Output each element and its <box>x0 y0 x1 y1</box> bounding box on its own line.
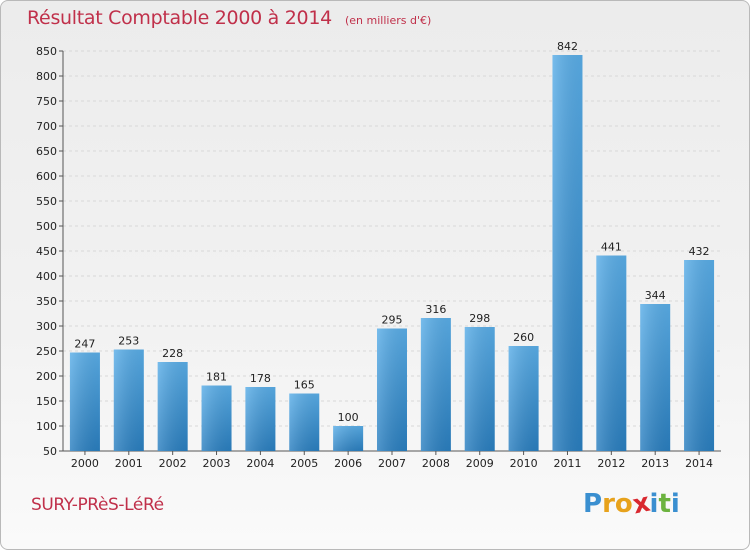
bar-value-label: 298 <box>469 312 490 325</box>
bar-value-label: 316 <box>425 303 446 316</box>
y-tick-label: 300 <box>36 320 57 333</box>
bar-shade <box>113 349 144 451</box>
bar-shade <box>640 304 671 451</box>
y-tick-label: 400 <box>36 270 57 283</box>
bar-shade <box>508 346 539 451</box>
x-tick-label: 2013 <box>641 457 669 470</box>
bar-value-label: 441 <box>601 241 622 254</box>
bar-value-label: 100 <box>338 411 359 424</box>
x-tick-label: 2007 <box>378 457 406 470</box>
bar-shade <box>420 318 451 451</box>
y-tick-label: 450 <box>36 245 57 258</box>
logo-letter: i <box>670 489 680 519</box>
bar-shade <box>684 260 715 451</box>
x-tick-label: 2003 <box>203 457 231 470</box>
bar-shade <box>596 255 627 451</box>
x-tick-label: 2006 <box>334 457 362 470</box>
y-tick-label: 650 <box>36 145 57 158</box>
y-tick-label: 350 <box>36 295 57 308</box>
x-tick-label: 2014 <box>685 457 713 470</box>
bar-shade <box>377 328 407 451</box>
x-tick-label: 2004 <box>246 457 274 470</box>
x-tick-label: 2005 <box>290 457 318 470</box>
y-tick-label: 600 <box>36 170 57 183</box>
chart-title-block: Résultat Comptable 2000 à 2014 (en milli… <box>27 7 431 29</box>
y-tick-label: 100 <box>36 420 57 433</box>
x-tick-label: 2010 <box>510 457 538 470</box>
x-tick-label: 2009 <box>466 457 494 470</box>
logo-letter: i <box>649 489 659 519</box>
y-tick-label: 550 <box>36 195 57 208</box>
bar-value-label: 178 <box>250 372 271 385</box>
logo-letter: P <box>583 489 603 519</box>
bar-value-label: 432 <box>689 245 710 258</box>
y-tick-label: 800 <box>36 70 57 83</box>
chart-subtitle: (en milliers d'€) <box>344 14 432 27</box>
logo-letter: t <box>658 489 671 519</box>
x-tick-label: 2002 <box>159 457 187 470</box>
y-tick-label: 700 <box>36 120 57 133</box>
y-tick-label: 50 <box>43 445 57 458</box>
x-tick-label: 2000 <box>71 457 99 470</box>
y-tick-label: 200 <box>36 370 57 383</box>
x-tick-label: 2011 <box>553 457 581 470</box>
y-tick-label: 500 <box>36 220 57 233</box>
bar-shade <box>333 426 364 451</box>
x-tick-label: 2012 <box>597 457 625 470</box>
x-tick-label: 2008 <box>422 457 450 470</box>
bar-value-label: 247 <box>74 338 95 351</box>
bar-layer <box>69 55 715 451</box>
bar-value-label: 260 <box>513 331 534 344</box>
bar-value-label: 295 <box>382 314 403 327</box>
logo-letter: o <box>614 489 633 519</box>
y-tick-label: 250 <box>36 345 57 358</box>
bar-shade <box>552 55 583 451</box>
bar-shade <box>157 362 188 451</box>
bar-value-label: 253 <box>118 335 139 348</box>
chart-title: Résultat Comptable 2000 à 2014 <box>27 7 332 29</box>
bar-value-label: 842 <box>557 40 578 53</box>
bar-value-label: 165 <box>294 379 315 392</box>
label-layer: 247 253 228 181 178 165 100 295 316 298 260 842 441 3… <box>74 40 709 424</box>
bar-shade <box>289 393 320 451</box>
bar-value-label: 344 <box>645 289 666 302</box>
logo-letter: r <box>602 489 615 519</box>
y-tick-label: 750 <box>36 95 57 108</box>
proxiti-logo[interactable]: Proxiti <box>583 488 680 521</box>
bar-shade <box>69 352 100 451</box>
place-name: SURY-PRèS-LéRé <box>31 495 164 515</box>
bar-value-label: 228 <box>162 347 183 360</box>
bar-shade <box>201 385 232 451</box>
bar-value-label: 181 <box>206 371 227 384</box>
bar-shade <box>464 327 495 451</box>
y-tick-label: 850 <box>36 45 57 58</box>
y-tick-label: 150 <box>36 395 57 408</box>
bar-shade <box>245 387 276 451</box>
x-tick-label: 2001 <box>115 457 143 470</box>
